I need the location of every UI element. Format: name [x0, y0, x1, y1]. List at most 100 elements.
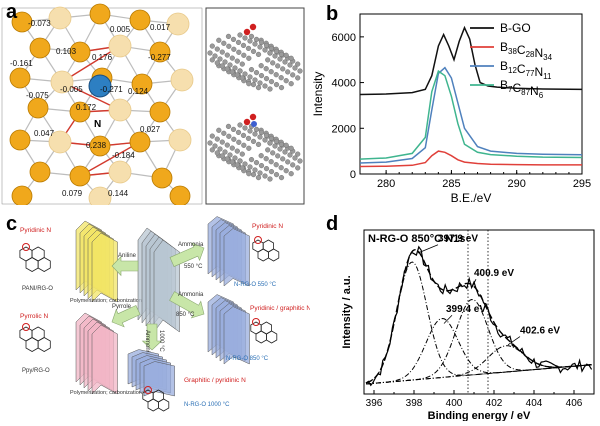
tube-atom [252, 41, 258, 47]
tube-atom [224, 66, 230, 72]
carbon-atom [69, 165, 91, 187]
tube-atom [224, 156, 230, 162]
tube-atom [245, 135, 252, 142]
tube-atom [234, 148, 240, 154]
x-tick-label: 280 [377, 178, 395, 190]
tube-atom [280, 156, 286, 162]
carbon-atom [29, 161, 51, 183]
tube-atom [263, 66, 269, 72]
ppy-stack [75, 312, 118, 395]
tube-atom [273, 81, 280, 88]
tube-atom [214, 60, 220, 66]
tube-atom [263, 42, 270, 49]
tube-atom [242, 125, 248, 131]
legend-subscript: 38 [508, 47, 517, 56]
xps-b-chart: 280 285 290 295 0 2000 4000 6000 B.E./eV Intensit… [311, 13, 591, 205]
tube-atom [295, 61, 301, 67]
carbon-atom [108, 34, 132, 58]
legend-entry: B38C28N34 [500, 40, 553, 62]
panel-a-label: a [6, 1, 18, 23]
carbon-atom [169, 185, 191, 207]
legend-subscript: 11 [543, 72, 552, 81]
tube-atom [295, 75, 301, 81]
charge-value: 0.047 [34, 129, 55, 138]
nanotube-top [207, 23, 303, 92]
tube-atom [219, 153, 225, 159]
tube-atom [255, 84, 262, 91]
pyridinic-structure-top [19, 243, 51, 272]
charge-value: 0.079 [62, 189, 83, 198]
charge-value: 0.144 [108, 189, 129, 198]
tube-atom [239, 75, 245, 81]
tube-atom [248, 157, 255, 163]
n-site [254, 236, 262, 244]
tube-atom [235, 39, 242, 46]
n-site [252, 318, 260, 326]
tube-atom [246, 171, 252, 177]
n-site [22, 243, 30, 251]
tube-atom [236, 49, 242, 55]
peak-annotation: 402.6 eV [520, 325, 560, 336]
temp-label-2: 850 °C [176, 312, 195, 318]
tube-atom [221, 40, 227, 46]
tube-atom [219, 49, 225, 55]
tube-atom [242, 161, 248, 167]
annotation-leader [471, 279, 477, 288]
tube-atom [212, 53, 218, 59]
charge-value: -0.161 [10, 59, 33, 68]
tube-atom [247, 74, 253, 80]
legend-entry: B-GO [500, 21, 531, 35]
legend-subscript: 77 [526, 69, 535, 78]
tube-atom [246, 145, 252, 151]
x-tick-label: 396 [366, 398, 383, 409]
tube-atom [217, 56, 223, 62]
charge-value: 0.238 [86, 141, 107, 150]
carbon-atom [27, 97, 49, 119]
tube-atom [209, 147, 215, 153]
legend-subscript: 87 [521, 88, 530, 97]
tube-atom [219, 63, 225, 69]
carbon-atom [29, 37, 51, 59]
tube-atom [252, 77, 258, 83]
tube-atom [225, 123, 232, 130]
tube-atom [224, 142, 230, 148]
tube-atom [255, 175, 262, 181]
arrow-ammonia-550 [169, 242, 205, 267]
tube-atom [246, 81, 252, 87]
tube-atom [278, 165, 284, 171]
tube-atom [268, 69, 274, 75]
tube-atom [224, 52, 230, 58]
tube-atom [267, 176, 273, 182]
pyridinic-structure-right [252, 236, 280, 262]
nrgo550-stack [207, 216, 250, 287]
tube-atom [268, 78, 275, 85]
tube-atom [288, 145, 294, 151]
ring [37, 257, 51, 272]
tube-atom [280, 66, 286, 72]
tube-atom [226, 43, 232, 49]
legend-subscript: 28 [526, 50, 535, 59]
tube-atom [232, 65, 238, 71]
tube-atom [247, 128, 253, 134]
tube-atom [235, 129, 242, 136]
tube-atom [257, 80, 263, 86]
peak-annotation: 397.9 eV [438, 233, 478, 244]
tube-atom [283, 78, 289, 84]
tube-atom [209, 57, 215, 63]
tube-atom [258, 129, 265, 136]
panel-a-figure: N -0.073 0.005 0.017 0.103 0.176 -0.277 -0.161… [1, 3, 305, 210]
carbon-atom [170, 68, 194, 92]
charge-value: -0.075 [26, 91, 49, 100]
carbon-atom [108, 160, 132, 184]
tube-atom [252, 167, 258, 173]
x-axis-label: B.E./eV [451, 191, 492, 205]
tube-atom [283, 142, 289, 148]
tube-atom [263, 156, 269, 162]
tube-atom [275, 153, 281, 159]
series-line-2 [359, 66, 583, 164]
pyridinic-label-top: Pyridinic N [20, 227, 51, 234]
tube-atom [236, 139, 242, 145]
ring [255, 330, 267, 344]
tube-atom [226, 133, 232, 139]
tube-atom [288, 55, 294, 61]
